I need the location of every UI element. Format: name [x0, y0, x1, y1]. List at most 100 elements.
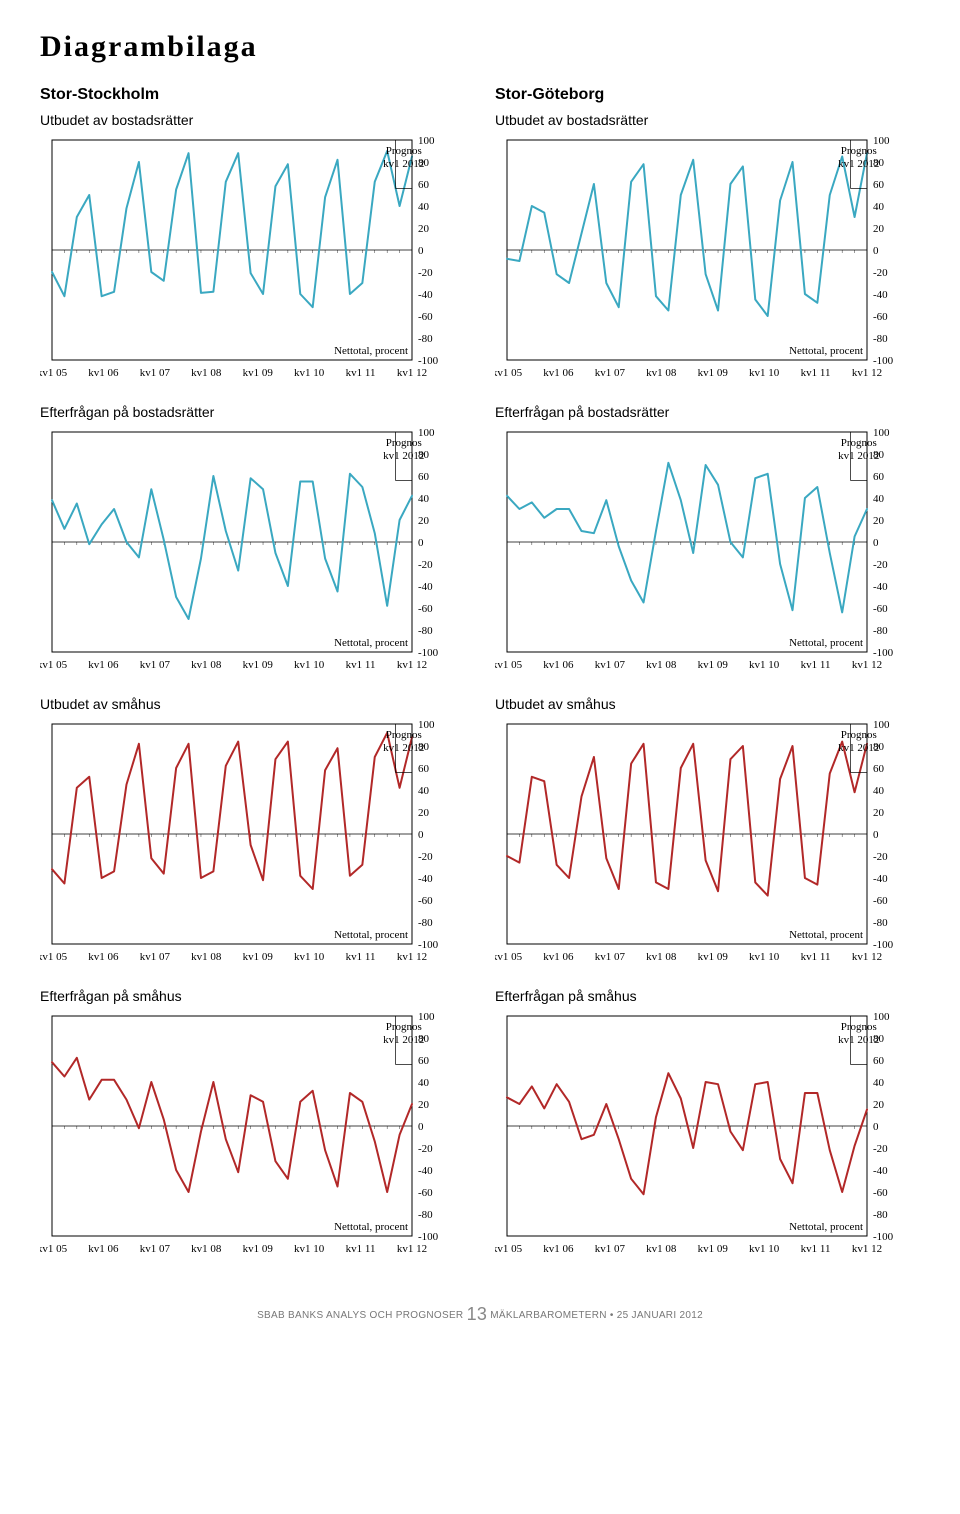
- svg-text:Prognos: Prognos: [841, 145, 877, 157]
- svg-text:60: 60: [418, 179, 430, 191]
- svg-text:-100: -100: [418, 355, 439, 367]
- svg-text:60: 60: [418, 471, 430, 483]
- svg-text:kv1 09: kv1 09: [698, 367, 729, 379]
- svg-text:kv1 08: kv1 08: [646, 659, 677, 671]
- svg-text:-40: -40: [873, 289, 888, 301]
- svg-text:kv1 12: kv1 12: [397, 1243, 427, 1255]
- svg-text:kv1 10: kv1 10: [749, 367, 780, 379]
- svg-text:kv1 2012: kv1 2012: [383, 450, 424, 462]
- svg-text:kv1 10: kv1 10: [749, 659, 780, 671]
- svg-text:-80: -80: [418, 333, 433, 345]
- chart-title: Utbudet av bostadsrätter: [40, 112, 465, 128]
- chart-wrap: Efterfrågan på småhus100806040200-20-40-…: [495, 988, 920, 1266]
- chart-svg: 100806040200-20-40-60-80-100kv1 05kv1 06…: [40, 130, 460, 390]
- svg-text:kv1 12: kv1 12: [852, 1243, 882, 1255]
- svg-text:40: 40: [873, 493, 885, 505]
- svg-text:60: 60: [418, 1055, 430, 1067]
- svg-text:kv1 06: kv1 06: [88, 1243, 119, 1255]
- svg-text:-20: -20: [418, 559, 433, 571]
- svg-text:-60: -60: [418, 603, 433, 615]
- svg-text:40: 40: [418, 201, 430, 213]
- chart-title: Efterfrågan på småhus: [495, 988, 920, 1004]
- svg-text:kv1 10: kv1 10: [294, 659, 325, 671]
- chart-svg: 100806040200-20-40-60-80-100kv1 05kv1 06…: [40, 714, 460, 974]
- svg-text:kv1 08: kv1 08: [646, 951, 677, 963]
- svg-text:Nettotal, procent: Nettotal, procent: [789, 929, 863, 941]
- svg-text:Nettotal, procent: Nettotal, procent: [334, 637, 408, 649]
- svg-text:kv1 08: kv1 08: [191, 951, 222, 963]
- svg-text:-60: -60: [873, 1187, 888, 1199]
- svg-text:kv1 08: kv1 08: [191, 367, 222, 379]
- svg-text:-40: -40: [418, 873, 433, 885]
- svg-text:20: 20: [873, 807, 885, 819]
- svg-text:20: 20: [418, 223, 430, 235]
- svg-text:-80: -80: [873, 1209, 888, 1221]
- svg-text:-80: -80: [418, 625, 433, 637]
- col-right: Stor-Göteborg Utbudet av bostadsrätter10…: [495, 86, 920, 1280]
- columns: Stor-Stockholm Utbudet av bostadsrätter1…: [40, 86, 920, 1280]
- svg-text:kv1 09: kv1 09: [243, 659, 274, 671]
- svg-text:-20: -20: [418, 267, 433, 279]
- svg-text:kv1 07: kv1 07: [595, 1243, 626, 1255]
- svg-text:kv1 10: kv1 10: [294, 951, 325, 963]
- svg-text:-20: -20: [873, 1143, 888, 1155]
- chart-svg: 100806040200-20-40-60-80-100kv1 05kv1 06…: [495, 422, 915, 682]
- svg-text:-20: -20: [873, 267, 888, 279]
- svg-text:kv1 08: kv1 08: [646, 367, 677, 379]
- svg-text:kv1 05: kv1 05: [495, 1243, 523, 1255]
- svg-text:kv1 11: kv1 11: [801, 367, 831, 379]
- svg-text:40: 40: [873, 785, 885, 797]
- svg-text:0: 0: [873, 1121, 879, 1133]
- svg-text:kv1 08: kv1 08: [191, 1243, 222, 1255]
- svg-text:kv1 11: kv1 11: [801, 951, 831, 963]
- svg-text:kv1 12: kv1 12: [852, 659, 882, 671]
- svg-text:kv1 07: kv1 07: [595, 659, 626, 671]
- svg-text:Prognos: Prognos: [386, 145, 422, 157]
- svg-text:-80: -80: [418, 1209, 433, 1221]
- svg-text:60: 60: [418, 763, 430, 775]
- svg-text:kv1 08: kv1 08: [191, 659, 222, 671]
- chart-wrap: Efterfrågan på småhus100806040200-20-40-…: [40, 988, 465, 1266]
- chart-svg: 100806040200-20-40-60-80-100kv1 05kv1 06…: [495, 130, 915, 390]
- svg-text:-100: -100: [873, 355, 894, 367]
- svg-text:0: 0: [873, 245, 879, 257]
- svg-text:-80: -80: [873, 625, 888, 637]
- svg-text:kv1 07: kv1 07: [140, 1243, 171, 1255]
- svg-text:kv1 07: kv1 07: [595, 367, 626, 379]
- svg-text:kv1 05: kv1 05: [495, 951, 523, 963]
- svg-text:kv1 11: kv1 11: [801, 1243, 831, 1255]
- svg-text:0: 0: [873, 829, 879, 841]
- chart-svg: 100806040200-20-40-60-80-100kv1 05kv1 06…: [40, 1006, 460, 1266]
- svg-text:-40: -40: [418, 289, 433, 301]
- svg-text:kv1 2012: kv1 2012: [383, 1034, 424, 1046]
- chart-wrap: Efterfrågan på bostadsrätter100806040200…: [40, 404, 465, 682]
- svg-text:0: 0: [418, 245, 424, 257]
- svg-text:kv1 09: kv1 09: [243, 1243, 274, 1255]
- svg-text:kv1 12: kv1 12: [397, 367, 427, 379]
- svg-text:-20: -20: [873, 851, 888, 863]
- svg-text:kv1 05: kv1 05: [495, 659, 523, 671]
- svg-text:kv1 06: kv1 06: [543, 367, 574, 379]
- page-footer: SBAB BANKS ANALYS OCH PROGNOSER 13 MÄKLA…: [40, 1304, 920, 1325]
- svg-text:kv1 11: kv1 11: [346, 367, 376, 379]
- svg-text:-20: -20: [873, 559, 888, 571]
- svg-text:20: 20: [873, 1099, 885, 1111]
- svg-text:-100: -100: [418, 1231, 439, 1243]
- chart-title: Efterfrågan på bostadsrätter: [40, 404, 465, 420]
- svg-text:-100: -100: [873, 939, 894, 951]
- svg-text:20: 20: [418, 1099, 430, 1111]
- svg-text:kv1 12: kv1 12: [397, 659, 427, 671]
- svg-text:kv1 11: kv1 11: [346, 659, 376, 671]
- svg-text:40: 40: [873, 1077, 885, 1089]
- svg-text:40: 40: [873, 201, 885, 213]
- svg-text:kv1 11: kv1 11: [346, 951, 376, 963]
- svg-text:60: 60: [873, 763, 885, 775]
- svg-text:40: 40: [418, 785, 430, 797]
- svg-text:Prognos: Prognos: [386, 729, 422, 741]
- chart-svg: 100806040200-20-40-60-80-100kv1 05kv1 06…: [495, 714, 915, 974]
- svg-text:Nettotal, procent: Nettotal, procent: [789, 345, 863, 357]
- svg-text:kv1 12: kv1 12: [852, 951, 882, 963]
- svg-text:-20: -20: [418, 851, 433, 863]
- svg-text:kv1 11: kv1 11: [801, 659, 831, 671]
- svg-text:-40: -40: [873, 873, 888, 885]
